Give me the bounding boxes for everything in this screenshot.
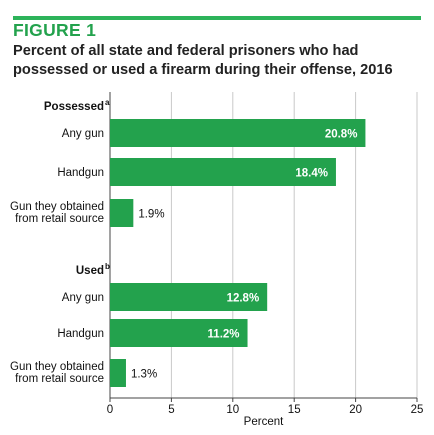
group-label-superscript: a [105, 98, 110, 107]
chart-title: Percent of all state and federal prisone… [13, 43, 393, 78]
data-label: 1.3% [131, 369, 157, 381]
category-label: Gun they obtained [10, 361, 104, 373]
figure-label: FIGURE 1 [13, 20, 97, 40]
x-tick-label: 15 [288, 404, 301, 416]
bar [110, 158, 336, 186]
x-axis-title: Percent [244, 416, 284, 428]
category-label: from retail source [15, 373, 104, 385]
bar [110, 119, 366, 147]
bar [110, 283, 268, 311]
bar [110, 319, 248, 347]
x-tick-label: 0 [107, 404, 113, 416]
category-label: Gun they obtained [10, 201, 104, 213]
bar [110, 359, 126, 387]
category-label: Handgun [57, 328, 104, 340]
top-accent-rule [13, 16, 421, 20]
x-tick-label: 20 [349, 404, 362, 416]
x-tick-label: 10 [226, 404, 239, 416]
group-label: Possessed [44, 101, 104, 113]
bar [110, 199, 134, 227]
x-tick-label: 25 [411, 404, 424, 416]
data-label: 20.8% [325, 129, 358, 141]
x-tick-label: 5 [168, 404, 174, 416]
category-label: Handgun [57, 167, 104, 179]
data-label: 12.8% [227, 293, 260, 305]
data-label: 1.9% [138, 209, 164, 221]
group-label-superscript: b [105, 262, 110, 271]
category-label: Any gun [62, 128, 104, 140]
group-label: Used [76, 265, 104, 277]
category-label: from retail source [15, 213, 104, 225]
data-label: 11.2% [208, 329, 240, 341]
data-label: 18.4% [295, 168, 328, 180]
category-label: Any gun [62, 292, 104, 304]
